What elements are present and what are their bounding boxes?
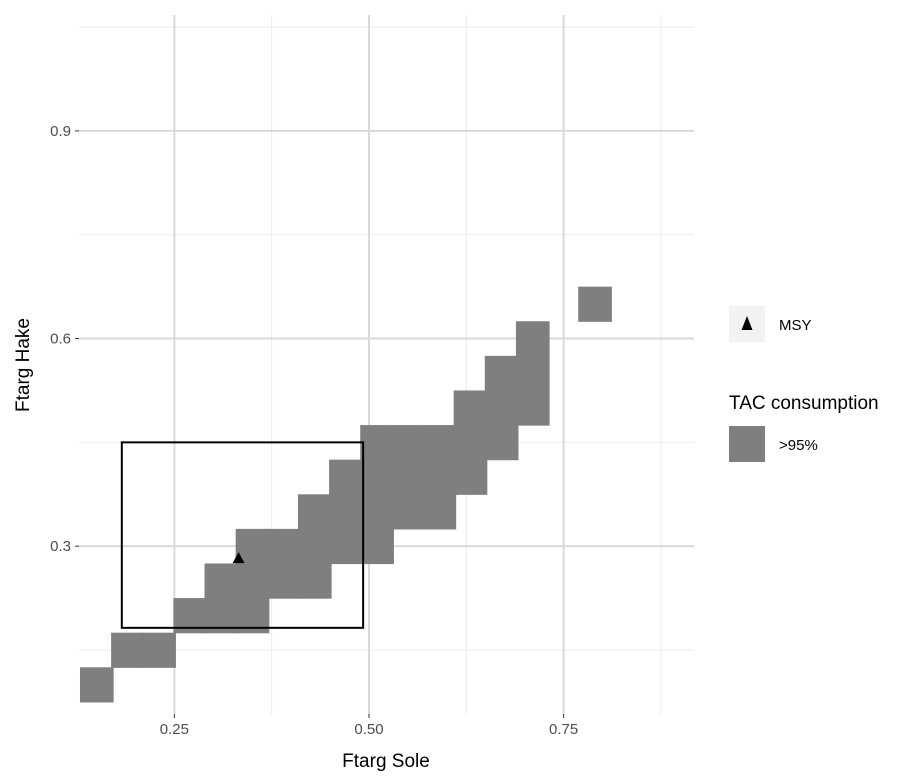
tile — [329, 494, 363, 530]
x-tick-label: 0.25 — [160, 721, 189, 738]
tile — [329, 459, 363, 495]
legend-msy-label: MSY — [779, 317, 812, 334]
legend-tac: TAC consumption >95% — [729, 393, 879, 462]
y-axis-title: Ftarg Hake — [13, 318, 34, 412]
tile — [235, 563, 270, 599]
tile — [422, 425, 457, 461]
msy-point — [232, 552, 245, 564]
tile — [578, 286, 612, 322]
tile — [515, 355, 550, 392]
y-axis-ticks: 0.3 0.6 0.9 — [50, 123, 79, 555]
tile — [422, 494, 457, 530]
tile — [142, 632, 176, 668]
grid-major — [79, 15, 694, 714]
tile — [360, 494, 394, 530]
tile — [453, 459, 488, 495]
y-tick-label: 0.6 — [50, 331, 71, 348]
legend-tac-label: >95% — [779, 437, 818, 454]
y-tick-label: 0.9 — [50, 123, 71, 140]
tile — [266, 528, 301, 565]
tile — [360, 459, 394, 495]
panel-background — [79, 15, 694, 714]
tile — [484, 390, 519, 426]
x-axis-title: Ftarg Sole — [342, 751, 430, 771]
tile — [204, 563, 239, 599]
tile — [266, 563, 301, 599]
tile — [297, 528, 332, 565]
tile — [360, 425, 394, 461]
legend-tac-swatch — [729, 426, 765, 462]
msy-range-box — [120, 441, 365, 629]
tile — [297, 494, 332, 530]
y-tick-label: 0.3 — [50, 538, 71, 555]
x-tick-label: 0.50 — [354, 721, 383, 738]
legend-msy: MSY — [729, 306, 812, 342]
tile — [484, 355, 519, 392]
tile — [453, 390, 488, 426]
tile — [360, 528, 394, 565]
tile — [297, 563, 332, 599]
tile — [391, 459, 426, 495]
tile — [329, 528, 363, 565]
x-axis-ticks: 0.25 0.50 0.75 — [160, 714, 578, 738]
x-tick-label: 0.75 — [549, 721, 578, 738]
tile — [422, 459, 457, 495]
tile — [391, 494, 426, 530]
legend-msy-triangle-icon — [741, 316, 753, 330]
legend-tac-title: TAC consumption — [729, 393, 879, 414]
tile — [515, 390, 550, 426]
tile — [453, 425, 488, 461]
tile — [391, 425, 426, 461]
tile — [79, 667, 114, 703]
tile — [515, 321, 550, 357]
tile — [484, 425, 519, 461]
tile — [111, 632, 145, 668]
